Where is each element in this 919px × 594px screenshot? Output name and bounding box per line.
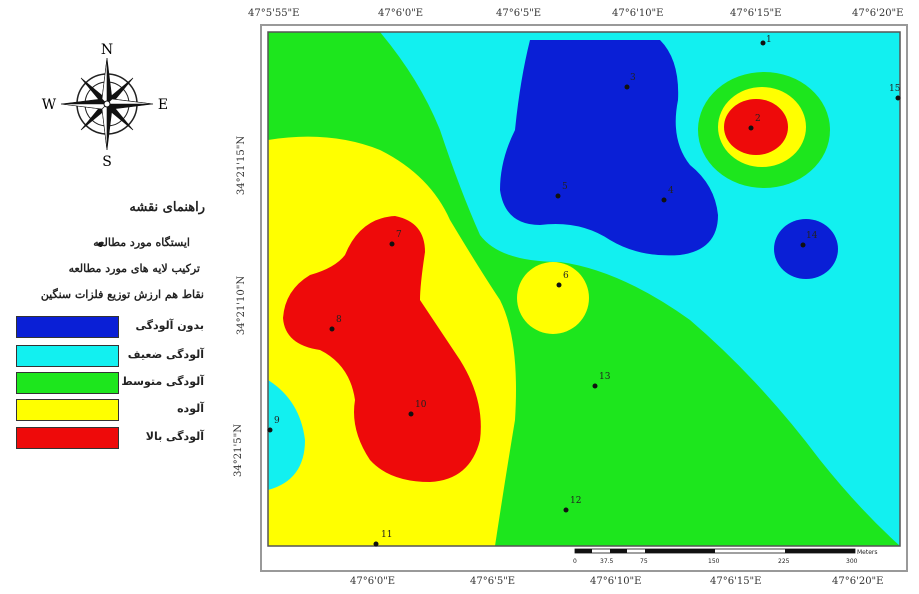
legend-station-label: ایستگاه مورد مطالعه <box>93 236 190 249</box>
scale-tick-label: 75 <box>640 558 648 565</box>
coord-bottom-5: 47°6'20"E <box>832 576 884 587</box>
coord-bottom-1: 47°6'0"E <box>350 576 396 587</box>
scale-tick-label: 300 <box>846 558 858 565</box>
compass-n: N <box>101 42 113 58</box>
zone-no-pollution-island <box>774 219 838 279</box>
scale-unit-label: Meters <box>857 549 878 556</box>
zone-polluted-island <box>517 262 589 334</box>
legend-swatch <box>16 427 119 449</box>
station-point <box>592 383 598 389</box>
station-point <box>624 84 630 90</box>
legend-class-4: آلوده <box>16 399 208 421</box>
coord-top-2: 47°6'0"E <box>378 8 424 19</box>
zone-high-core <box>724 99 788 155</box>
station-label: 10 <box>415 400 427 410</box>
coord-left-1: 34°21'15"N <box>236 135 248 196</box>
station-point <box>556 282 562 288</box>
station-point <box>895 95 901 101</box>
coord-top-3: 47°6'5"E <box>496 8 542 19</box>
station-label: 12 <box>570 496 581 506</box>
station-label: 7 <box>396 230 402 240</box>
legend-class-2: آلودگی ضعیف <box>16 345 208 367</box>
station-point <box>329 326 335 332</box>
coord-top-5: 47°6'15"E <box>730 8 782 19</box>
legend-swatch <box>16 399 119 421</box>
station-point <box>267 427 273 433</box>
scale-tick-label: 37.5 <box>600 558 614 565</box>
legend-class-label: آلودگی متوسط <box>121 375 204 388</box>
legend-overlay-label: ترکیب لایه های مورد مطالعه <box>68 262 200 275</box>
compass-w: W <box>42 97 57 113</box>
station-label: 8 <box>336 315 342 325</box>
legend-swatch <box>16 316 119 338</box>
station-label: 13 <box>599 372 611 382</box>
coord-top-6: 47°6'20"E <box>852 8 904 19</box>
station-point <box>408 411 414 417</box>
station-label: 11 <box>381 530 392 540</box>
legend-swatch <box>16 372 119 394</box>
compass-e: E <box>158 97 168 113</box>
coord-top-1: 47°5'55"E <box>248 8 300 19</box>
station-label: 15 <box>889 84 901 94</box>
station-point <box>760 40 766 46</box>
station-label: 4 <box>668 186 674 196</box>
compass-s: S <box>102 154 112 167</box>
zone-weak-corner <box>268 380 305 490</box>
scale-tick-label: 225 <box>778 558 790 565</box>
coord-top-4: 47°6'10"E <box>612 8 664 19</box>
station-label: 1 <box>766 35 772 45</box>
legend-isoline-label: نقاط هم ارزش توزیع فلزات سنگین <box>40 288 204 301</box>
scale-bar: 0 37.5 75 150 225 300 Meters <box>573 548 878 565</box>
coord-bottom-4: 47°6'15"E <box>710 576 762 587</box>
coord-bottom-3: 47°6'10"E <box>590 576 642 587</box>
scale-tick-label: 0 <box>573 558 577 565</box>
zone-high <box>283 216 481 482</box>
station-label: 5 <box>562 182 568 192</box>
station-label: 14 <box>806 231 818 241</box>
compass-rose-icon: N S E W <box>42 42 168 167</box>
station-point <box>389 241 395 247</box>
station-point <box>373 541 379 547</box>
map-neatline-inner <box>267 31 901 547</box>
legend-class-label: آلوده <box>177 402 204 415</box>
legend-class-3: آلودگی متوسط <box>16 372 208 394</box>
legend-class-5: آلودگی بالا <box>16 427 208 449</box>
station-point <box>661 197 667 203</box>
station-point <box>563 507 569 513</box>
station-point <box>555 193 561 199</box>
station-point <box>800 242 806 248</box>
coord-bottom-2: 47°6'5"E <box>470 576 516 587</box>
station-label: 9 <box>274 416 280 426</box>
legend-class-label: آلودگی ضعیف <box>127 348 204 361</box>
station-label: 6 <box>563 271 569 281</box>
map-neatline-outer <box>260 24 908 572</box>
pollution-map: 1 2 3 4 5 6 7 8 9 10 11 12 13 14 15 0 <box>260 24 908 572</box>
station-point <box>748 125 754 131</box>
station-label: 3 <box>630 73 636 83</box>
station-label: 2 <box>755 114 761 124</box>
legend-class-label: آلودگی بالا <box>145 430 204 443</box>
station-symbol-icon <box>98 242 103 247</box>
map-legend: راهنمای نقشه ایستگاه مورد مطالعه ترکیب ل… <box>8 0 213 594</box>
coord-left-3: 34°21'5"N <box>232 424 244 477</box>
legend-class-label: بدون آلودگی <box>135 319 204 332</box>
scale-tick-label: 150 <box>708 558 720 565</box>
legend-title: راهنمای نقشه <box>129 200 205 215</box>
coord-left-2: 34°21'10"N <box>236 275 248 336</box>
legend-class-1: بدون آلودگی <box>16 316 208 338</box>
legend-swatch <box>16 345 119 367</box>
